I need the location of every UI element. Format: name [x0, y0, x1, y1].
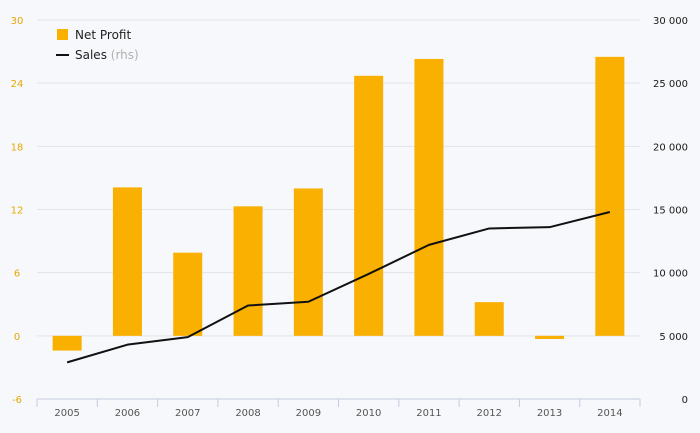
y-left-tick-label: 6	[14, 269, 20, 280]
bar-net-profit	[112, 187, 142, 336]
legend-sales-note: (rhs)	[111, 48, 139, 62]
bar-net-profit	[52, 335, 82, 351]
y-left-tick-label: 18	[11, 142, 24, 153]
y-left-tick-label: 30	[11, 16, 24, 27]
net-profit-bars	[52, 56, 625, 351]
axes: -6 0 6 12 18 24 30 0 5 000 10 000 15 000 20 000 25 0…	[11, 16, 688, 419]
x-tick-label: 2005	[54, 408, 79, 419]
legend-label-sales: Sales (rhs)	[75, 48, 139, 62]
bar-net-profit	[414, 58, 444, 336]
y-right-tick-label: 30 000	[653, 16, 688, 27]
x-tick-label: 2007	[175, 408, 200, 419]
y-left-tick-label: 24	[11, 79, 24, 90]
y-right-tick-label: 10 000	[653, 269, 688, 280]
legend-label-net-profit: Net Profit	[75, 28, 131, 42]
y-right-tick-label: 20 000	[653, 142, 688, 153]
x-tick-label: 2006	[115, 408, 140, 419]
x-tick-label: 2011	[416, 408, 441, 419]
legend-sales-name: Sales	[75, 48, 107, 62]
bar-net-profit	[595, 56, 625, 336]
sales-line	[66, 211, 611, 364]
y-right-tick-label: 25 000	[653, 79, 688, 90]
x-tick-label: 2009	[296, 408, 321, 419]
sales-line-group	[66, 211, 611, 364]
x-tick-label: 2008	[235, 408, 260, 419]
bar-net-profit	[535, 335, 565, 339]
x-tick-label: 2010	[356, 408, 381, 419]
bar-net-profit	[293, 188, 323, 336]
bar-net-profit	[233, 206, 263, 336]
y-left-tick-label: -6	[12, 395, 22, 406]
x-tick-label: 2013	[537, 408, 562, 419]
legend: Net Profit Sales (rhs)	[56, 28, 139, 62]
x-tick-label: 2012	[477, 408, 502, 419]
bar-net-profit	[354, 75, 384, 336]
y-right-tick-label: 0	[682, 395, 688, 406]
y-left-tick-label: 12	[11, 206, 24, 217]
bar-net-profit	[474, 302, 504, 336]
x-tick-label: 2014	[597, 408, 622, 419]
y-right-tick-label: 5 000	[659, 332, 688, 343]
y-left-tick-label: 0	[14, 332, 20, 343]
legend-swatch-net-profit	[57, 29, 68, 40]
y-right-tick-label: 15 000	[653, 206, 688, 217]
bar-net-profit	[173, 252, 203, 336]
